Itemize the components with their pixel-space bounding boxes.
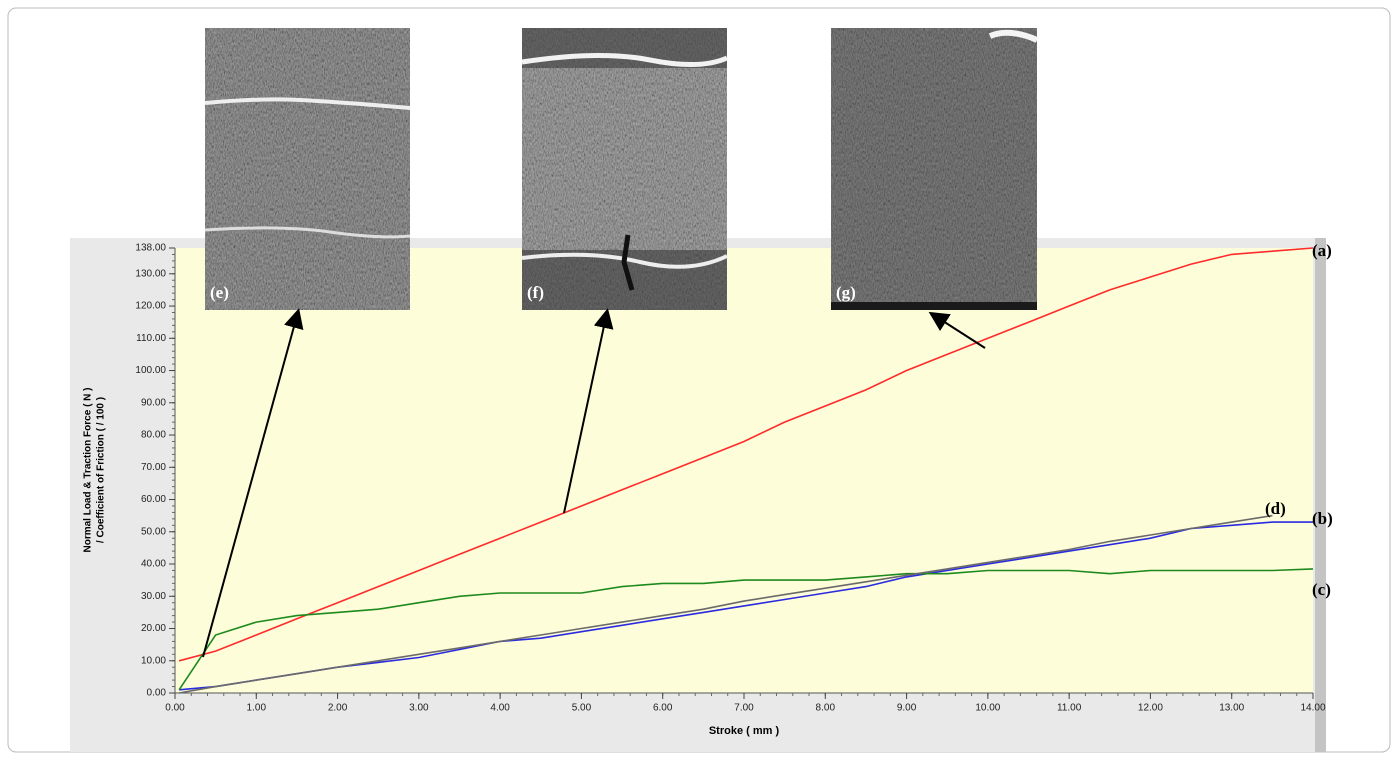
wear-edge (521, 52, 729, 68)
x-tick-label: 10.00 (975, 703, 1000, 714)
x-tick-label: 12.00 (1138, 703, 1163, 714)
crack (621, 234, 635, 291)
y-tick-label: 90.00 (141, 397, 166, 408)
insets: (e) (f) (g) (202, 28, 1039, 658)
axes: 0.00 1.00 2.00 3.00 4.00 5.00 6.00 7.00 8.00 9.00… (135, 243, 1326, 714)
x-tick-label: 7.00 (734, 703, 754, 714)
series-label: (d) (1265, 499, 1286, 518)
y-axis-title: / Coefficient of Friction ( / 100 ) (96, 397, 107, 543)
x-tick-label: 13.00 (1219, 703, 1244, 714)
shadow (522, 28, 727, 68)
x-tick-label: 2.00 (328, 703, 348, 714)
y-tick-label: 60.00 (141, 494, 166, 505)
y-tick-label: 20.00 (141, 623, 166, 634)
y-tick-label: 110.00 (136, 333, 166, 344)
plot-area (175, 248, 1313, 693)
series-line (178, 514, 1273, 694)
wear-edge (521, 252, 728, 269)
wear-edge (204, 226, 411, 239)
y-tick-label: 10.00 (141, 655, 166, 666)
wear-edge (988, 29, 1039, 43)
inset-label: (e) (210, 283, 229, 302)
y-tick-label: 50.00 (141, 526, 166, 537)
x-tick-label: 4.00 (490, 703, 510, 714)
y-tick-label: 30.00 (141, 591, 166, 602)
inset-label: (f) (527, 283, 544, 302)
wear-edge (204, 97, 411, 110)
x-tick-label: 3.00 (409, 703, 429, 714)
panel-edge (1315, 238, 1326, 752)
x-tick-label: 0.00 (165, 703, 185, 714)
inset-e: (e) (204, 28, 411, 310)
inset-label: (g) (836, 283, 856, 302)
series-label: (c) (1312, 580, 1331, 599)
series-line (178, 247, 1314, 662)
inset-g: (g) (831, 28, 1039, 310)
y-tick-label: 70.00 (141, 462, 166, 473)
inset-f: (f) (521, 28, 729, 310)
y-tick-label: 130.00 (135, 268, 166, 279)
series-line (179, 521, 1313, 691)
y-tick-label: 138.00 (135, 243, 166, 254)
x-tick-label: 5.00 (572, 703, 592, 714)
texture (205, 28, 410, 310)
x-axis-title: Stroke ( mm ) (709, 725, 780, 737)
series-label: (a) (1312, 241, 1332, 260)
arrow (563, 308, 614, 514)
series-line (178, 568, 1314, 691)
arrow (202, 308, 304, 658)
y-tick-label: 0.00 (147, 688, 167, 699)
x-tick-label: 14.00 (1300, 703, 1325, 714)
x-tick-label: 8.00 (816, 703, 836, 714)
x-tick-label: 11.00 (1057, 703, 1082, 714)
edge (831, 302, 1037, 310)
y-tick-label: 40.00 (141, 559, 166, 570)
lines: (a) (b) (c) (d) (178, 241, 1333, 694)
y-tick-label: 120.00 (135, 301, 166, 312)
arrow (928, 311, 986, 349)
texture (831, 28, 1037, 310)
series-label: (b) (1312, 509, 1333, 528)
y-axis-title: Normal Load & Traction Force ( N ) (83, 387, 94, 552)
x-tick-label: 9.00 (897, 703, 917, 714)
y-tick-label: 100.00 (135, 365, 166, 376)
x-tick-label: 6.00 (653, 703, 673, 714)
y-tick-label: 80.00 (141, 430, 166, 441)
x-tick-label: 1.00 (247, 703, 267, 714)
